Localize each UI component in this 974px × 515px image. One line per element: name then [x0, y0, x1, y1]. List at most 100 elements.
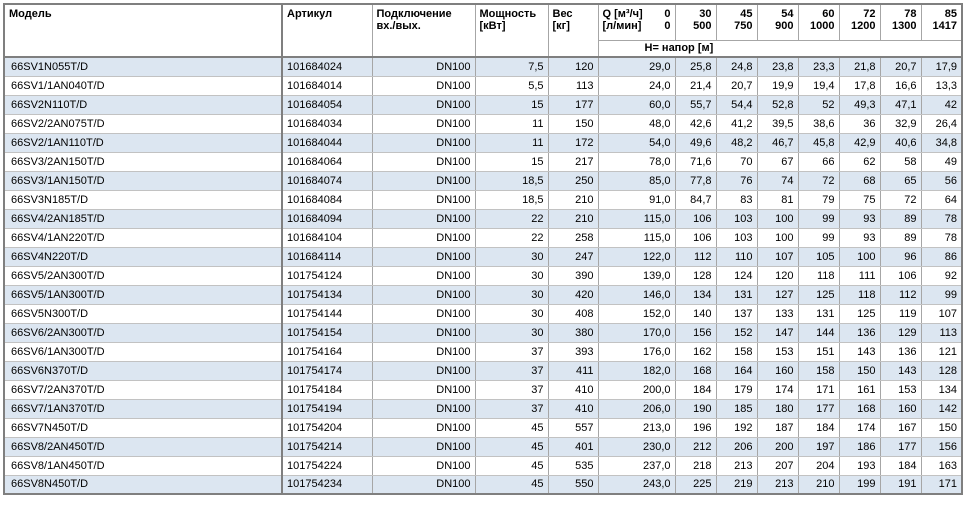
head-value-cell: 125 — [838, 303, 881, 324]
flow-m3h-value: 85 — [944, 8, 957, 20]
table-body: 66SV1N055T/D 101684024 DN100 7,5 120 29,0 25,8… — [3, 56, 963, 495]
head-value-cell: 34,8 — [920, 132, 963, 153]
column-header-flow-5: 72 1200 — [838, 3, 881, 41]
head-value-cell: 218 — [674, 455, 717, 476]
head-value-cell: 16,6 — [879, 75, 922, 96]
connection-cell: DN100 — [371, 56, 476, 77]
table-row: 66SV3/1AN150T/D 101684074 DN100 18,5 250 85,0… — [3, 170, 963, 191]
q0-cell: 54,0 — [597, 132, 676, 153]
head-value-cell: 32,9 — [879, 113, 922, 134]
head-value-cell: 56 — [920, 170, 963, 191]
weight-cell: 420 — [547, 284, 599, 305]
article-cell: 101684114 — [281, 246, 373, 267]
head-value-cell: 200 — [756, 436, 799, 457]
weight-cell: 177 — [547, 94, 599, 115]
column-header-flow-2: 45 750 — [715, 3, 758, 41]
head-value-cell: 78 — [920, 208, 963, 229]
head-value-cell: 86 — [920, 246, 963, 267]
table-row: 66SV5N300T/D 101754144 DN100 30 408 152,0 140 1… — [3, 303, 963, 324]
table-row: 66SV8N450T/D 101754234 DN100 45 550 243,0 225 2… — [3, 474, 963, 495]
q0-cell: 91,0 — [597, 189, 676, 210]
q0-cell: 182,0 — [597, 360, 676, 381]
power-cell: 37 — [474, 379, 549, 400]
article-cell: 101684074 — [281, 170, 373, 191]
head-value-cell: 52,8 — [756, 94, 799, 115]
head-value-cell: 92 — [920, 265, 963, 286]
power-cell: 5,5 — [474, 75, 549, 96]
head-value-cell: 147 — [756, 322, 799, 343]
column-header-flow-6: 78 1300 — [879, 3, 922, 41]
model-cell: 66SV5/2AN300T/D — [3, 265, 283, 286]
head-value-cell: 168 — [674, 360, 717, 381]
column-header-weight: Вес [кг] — [547, 3, 599, 58]
head-value-cell: 206 — [715, 436, 758, 457]
weight-cell: 250 — [547, 170, 599, 191]
head-value-cell: 190 — [674, 398, 717, 419]
head-value-cell: 83 — [715, 189, 758, 210]
head-value-cell: 26,4 — [920, 113, 963, 134]
connection-cell: DN100 — [371, 151, 476, 172]
table-row: 66SV7N450T/D 101754204 DN100 45 557 213,0 196 1… — [3, 417, 963, 438]
head-value-cell: 213 — [756, 474, 799, 495]
table-row: 66SV4/2AN185T/D 101684094 DN100 22 210 115,0 1… — [3, 208, 963, 229]
head-value-cell: 20,7 — [879, 56, 922, 77]
head-value-cell: 134 — [920, 379, 963, 400]
table-row: 66SV5/1AN300T/D 101754134 DN100 30 420 146,0 1… — [3, 284, 963, 305]
head-value-cell: 107 — [920, 303, 963, 324]
head-value-cell: 76 — [715, 170, 758, 191]
connection-cell: DN100 — [371, 75, 476, 96]
article-cell: 101754204 — [281, 417, 373, 438]
power-cell: 30 — [474, 246, 549, 267]
flow-m3h-value: 54 — [781, 8, 794, 20]
column-header-flow-4: 60 1000 — [797, 3, 840, 41]
power-cell: 11 — [474, 132, 549, 153]
head-value-cell: 89 — [879, 227, 922, 248]
flow-m3h-value: 45 — [740, 8, 753, 20]
model-cell: 66SV2N110T/D — [3, 94, 283, 115]
connection-cell: DN100 — [371, 208, 476, 229]
model-cell: 66SV4N220T/D — [3, 246, 283, 267]
column-header-flow-q: Q [м³/ч] 0 [л/мин] 0 — [597, 3, 676, 41]
head-value-cell: 19,9 — [756, 75, 799, 96]
head-value-cell: 187 — [756, 417, 799, 438]
power-cell: 45 — [474, 436, 549, 457]
head-value-cell: 137 — [715, 303, 758, 324]
model-cell: 66SV1N055T/D — [3, 56, 283, 77]
article-cell: 101684064 — [281, 151, 373, 172]
head-value-cell: 21,4 — [674, 75, 717, 96]
connection-cell: DN100 — [371, 284, 476, 305]
power-cell: 18,5 — [474, 189, 549, 210]
head-value-cell: 47,1 — [879, 94, 922, 115]
head-value-cell: 77,8 — [674, 170, 717, 191]
article-cell: 101684014 — [281, 75, 373, 96]
head-value-cell: 100 — [756, 227, 799, 248]
head-value-cell: 89 — [879, 208, 922, 229]
head-value-cell: 119 — [879, 303, 922, 324]
head-value-cell: 219 — [715, 474, 758, 495]
head-value-cell: 36 — [838, 113, 881, 134]
head-value-cell: 152 — [715, 322, 758, 343]
head-value-cell: 179 — [715, 379, 758, 400]
q0-cell: 146,0 — [597, 284, 676, 305]
weight-cell: 550 — [547, 474, 599, 495]
head-value-cell: 162 — [674, 341, 717, 362]
article-cell: 101684104 — [281, 227, 373, 248]
head-value-cell: 17,9 — [920, 56, 963, 77]
head-value-cell: 49 — [920, 151, 963, 172]
head-value-cell: 158 — [715, 341, 758, 362]
weight-cell: 410 — [547, 379, 599, 400]
weight-cell: 150 — [547, 113, 599, 134]
q0-cell: 29,0 — [597, 56, 676, 77]
power-cell: 22 — [474, 227, 549, 248]
q0-cell: 48,0 — [597, 113, 676, 134]
table-row: 66SV4/1AN220T/D 101684104 DN100 22 258 115,0 1… — [3, 227, 963, 248]
model-cell: 66SV5/1AN300T/D — [3, 284, 283, 305]
weight-cell: 535 — [547, 455, 599, 476]
model-cell: 66SV6/2AN300T/D — [3, 322, 283, 343]
connection-cell: DN100 — [371, 322, 476, 343]
connection-cell: DN100 — [371, 379, 476, 400]
head-value-cell: 158 — [797, 360, 840, 381]
head-value-cell: 19,4 — [797, 75, 840, 96]
table-row: 66SV1/1AN040T/D 101684014 DN100 5,5 113 24,0 2… — [3, 75, 963, 96]
head-value-cell: 72 — [797, 170, 840, 191]
